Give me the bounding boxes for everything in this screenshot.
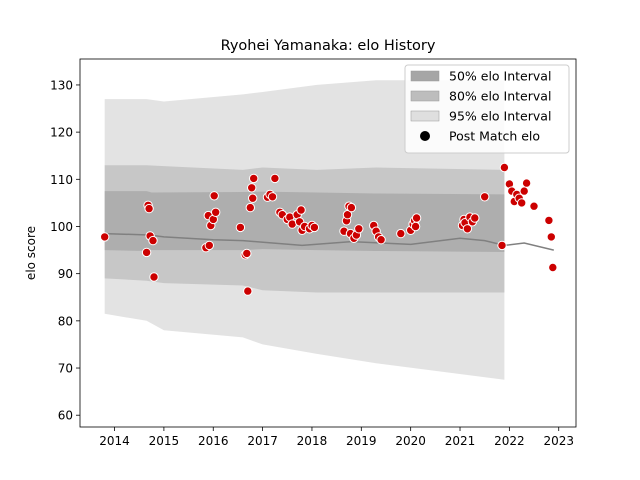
elo-point	[248, 193, 258, 203]
elo-point	[211, 207, 221, 218]
x-tick-label: 2014	[99, 434, 130, 448]
elo-point	[100, 232, 110, 242]
x-tick-label: 2020	[395, 434, 426, 448]
elo-point	[141, 247, 152, 258]
y-tick-label: 90	[58, 267, 73, 281]
y-tick-label: 100	[50, 220, 73, 234]
elo-point	[267, 192, 278, 202]
legend-entry-label: 80% elo Interval	[449, 89, 551, 104]
x-tick-label: 2021	[445, 434, 476, 448]
x-tick-label: 2023	[543, 434, 574, 448]
elo-point	[411, 213, 422, 223]
elo-point	[376, 235, 386, 245]
elo-point	[148, 235, 158, 246]
elo-point	[529, 201, 539, 211]
elo-point	[544, 215, 554, 226]
elo-point	[296, 205, 306, 215]
legend-marker-post-match	[420, 131, 430, 141]
y-tick-label: 70	[58, 362, 73, 376]
elo-point	[209, 191, 219, 201]
y-tick-label: 80	[58, 314, 73, 328]
elo-point	[517, 198, 527, 208]
elo-point	[144, 203, 154, 214]
plot-frame	[79, 58, 577, 428]
y-tick-label: 120	[50, 126, 73, 140]
legend-swatch-50	[410, 70, 440, 82]
elo-point	[149, 272, 159, 282]
legend-entry-label: 95% elo Interval	[449, 109, 551, 124]
legend: 50% elo Interval 80% elo Interval 95% elo …	[404, 64, 570, 154]
y-tick-label: 60	[58, 409, 73, 423]
y-tick-label: 110	[50, 173, 73, 187]
elo-point	[499, 162, 510, 173]
elo-point	[346, 202, 357, 213]
interval-band-50	[104, 191, 505, 252]
elo-point	[249, 173, 259, 184]
elo-point	[309, 222, 320, 233]
y-axis-label: elo score	[24, 226, 38, 280]
elo-point	[462, 224, 473, 234]
x-tick-label: 2017	[247, 434, 278, 448]
x-tick-label: 2019	[346, 434, 377, 448]
elo-point	[480, 192, 490, 202]
elo-point	[270, 173, 280, 184]
chart-title: Ryohei Yamanaka: elo History	[221, 38, 436, 54]
elo-point	[204, 240, 215, 251]
legend-entry-label: Post Match elo	[449, 129, 540, 144]
elo-point	[242, 248, 252, 259]
legend-swatch-95	[410, 110, 440, 122]
legend-entry-label: 50% elo Interval	[449, 69, 551, 84]
plot-area	[100, 80, 558, 380]
legend-box	[404, 64, 570, 154]
x-tick-label: 2022	[494, 434, 525, 448]
elo-point	[546, 232, 556, 242]
x-tick-label: 2018	[297, 434, 328, 448]
elo-point	[245, 202, 256, 213]
x-tick-label: 2016	[198, 434, 229, 448]
y-tick-label: 130	[50, 78, 73, 92]
legend-swatch-80	[410, 90, 440, 102]
elo-point	[247, 183, 257, 193]
elo-point	[354, 224, 364, 234]
elo-point	[519, 186, 529, 196]
axes: 2014 2015 2016 2017 2018 2019 2020 2021 2022 2023…	[50, 58, 577, 448]
elo-point	[235, 222, 246, 233]
elo-point	[470, 213, 480, 223]
elo-point	[497, 240, 507, 251]
elo-point	[548, 262, 558, 273]
elo-point	[243, 286, 253, 296]
elo-point	[410, 221, 421, 232]
elo-point	[396, 228, 406, 239]
elo-point	[521, 178, 532, 188]
x-tick-label: 2015	[149, 434, 180, 448]
